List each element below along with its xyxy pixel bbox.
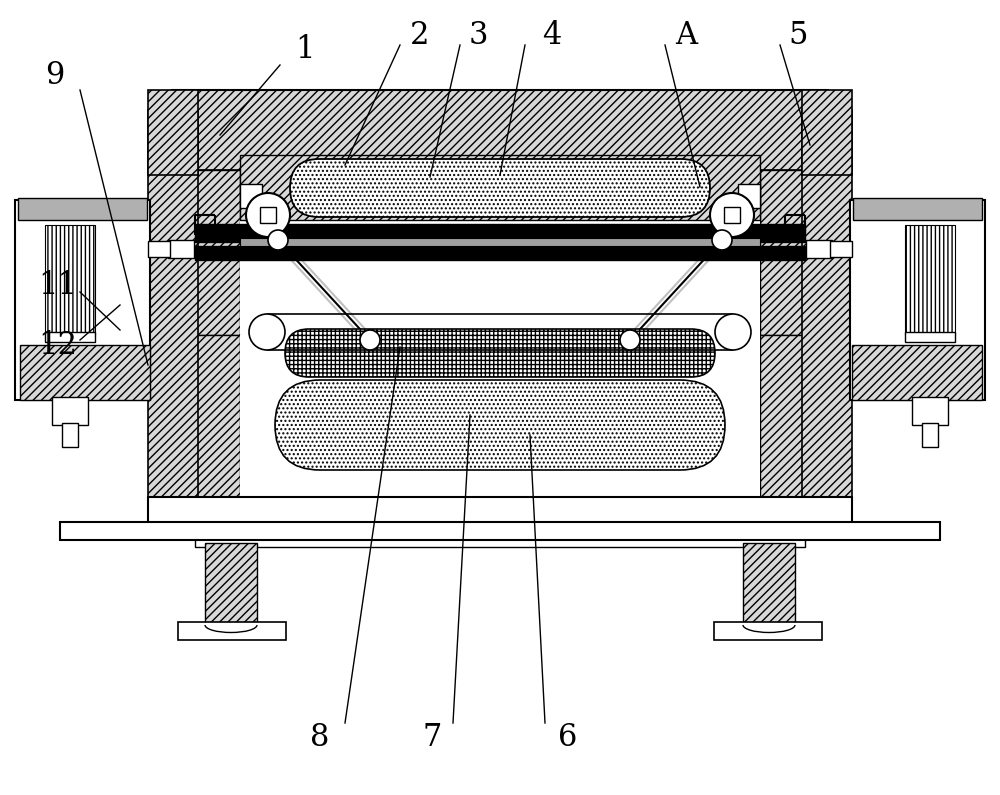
Text: 1: 1 bbox=[295, 34, 315, 65]
Circle shape bbox=[360, 330, 380, 350]
Bar bbox=[806, 240, 832, 258]
Text: 11: 11 bbox=[38, 270, 78, 301]
Bar bbox=[852, 345, 982, 400]
Bar bbox=[905, 225, 955, 335]
Text: 9: 9 bbox=[45, 60, 65, 91]
Bar bbox=[802, 110, 852, 500]
Bar bbox=[922, 423, 938, 447]
Circle shape bbox=[712, 230, 732, 250]
Bar bbox=[802, 90, 852, 175]
Circle shape bbox=[246, 193, 290, 237]
Text: 8: 8 bbox=[310, 722, 330, 753]
Circle shape bbox=[249, 314, 285, 350]
Bar bbox=[853, 198, 982, 220]
Bar bbox=[45, 332, 95, 342]
Bar bbox=[240, 335, 760, 500]
Bar bbox=[912, 397, 948, 425]
Text: A: A bbox=[675, 20, 697, 51]
Bar bbox=[830, 241, 852, 257]
Bar bbox=[760, 335, 805, 500]
Bar bbox=[45, 225, 95, 335]
Bar bbox=[205, 543, 257, 625]
Bar bbox=[240, 184, 262, 208]
Bar bbox=[738, 184, 760, 208]
Bar bbox=[240, 170, 760, 335]
Text: 6: 6 bbox=[558, 722, 578, 753]
Bar bbox=[260, 207, 276, 223]
Text: 7: 7 bbox=[422, 722, 442, 753]
FancyBboxPatch shape bbox=[275, 380, 725, 470]
Text: 2: 2 bbox=[410, 20, 430, 51]
Text: 12: 12 bbox=[38, 329, 78, 360]
Bar bbox=[743, 543, 795, 625]
Bar bbox=[240, 238, 760, 246]
Text: 3: 3 bbox=[468, 20, 488, 51]
Bar bbox=[195, 170, 805, 335]
Bar bbox=[724, 207, 740, 223]
Bar bbox=[195, 335, 240, 500]
Bar bbox=[195, 246, 805, 260]
Text: 4: 4 bbox=[542, 20, 562, 51]
Bar bbox=[195, 170, 240, 335]
Circle shape bbox=[268, 230, 288, 250]
Bar bbox=[168, 240, 194, 258]
Text: 5: 5 bbox=[788, 20, 808, 51]
Bar bbox=[18, 198, 147, 220]
Bar bbox=[60, 522, 940, 540]
Bar bbox=[760, 170, 805, 335]
Circle shape bbox=[620, 330, 640, 350]
Bar bbox=[148, 110, 198, 500]
Bar bbox=[172, 90, 828, 175]
Bar bbox=[905, 332, 955, 342]
Bar bbox=[20, 345, 150, 400]
Bar bbox=[62, 423, 78, 447]
Bar bbox=[195, 224, 805, 242]
FancyBboxPatch shape bbox=[290, 159, 710, 217]
Bar bbox=[195, 523, 805, 547]
Bar bbox=[240, 155, 760, 220]
FancyBboxPatch shape bbox=[285, 329, 715, 377]
Bar bbox=[148, 90, 198, 175]
Bar bbox=[15, 200, 150, 400]
Bar bbox=[850, 200, 985, 400]
Bar bbox=[714, 622, 822, 640]
Circle shape bbox=[710, 193, 754, 237]
Bar bbox=[178, 622, 286, 640]
Bar bbox=[52, 397, 88, 425]
Bar bbox=[148, 241, 170, 257]
Bar bbox=[148, 497, 852, 525]
Circle shape bbox=[715, 314, 751, 350]
